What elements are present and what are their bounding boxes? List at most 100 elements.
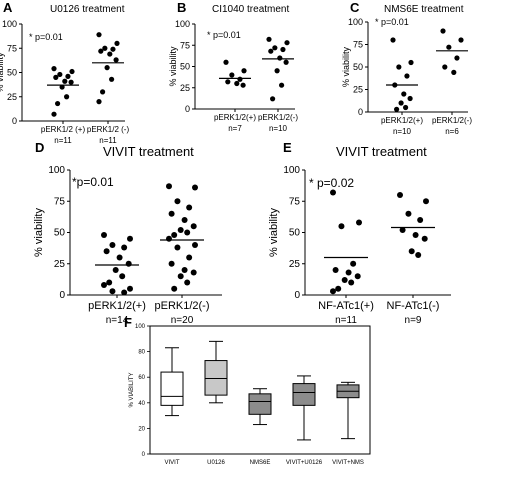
n-label: n=9 xyxy=(405,315,422,326)
data-point xyxy=(112,267,119,273)
y-axis-label: % viability xyxy=(0,52,5,93)
data-point xyxy=(64,94,70,100)
y-tick-label: 20 xyxy=(138,426,145,432)
panel-label: C xyxy=(350,0,360,15)
data-point xyxy=(403,104,409,111)
data-point xyxy=(110,46,116,52)
data-point xyxy=(345,269,352,276)
category-label: pERK1/2(-) xyxy=(258,113,298,122)
panel-title: U0126 treatment xyxy=(50,4,125,15)
data-point xyxy=(335,285,342,292)
data-point xyxy=(330,189,336,196)
y-tick-label: 0 xyxy=(142,452,146,458)
y-tick-label: 80 xyxy=(138,350,145,356)
y-tick-label: 75 xyxy=(353,40,363,50)
y-tick-label: 75 xyxy=(54,196,66,207)
data-point xyxy=(186,204,193,211)
category-label: pERK1/2(+) xyxy=(381,116,423,125)
data-point xyxy=(417,217,424,223)
data-point xyxy=(283,59,289,65)
data-point xyxy=(125,260,132,267)
y-tick-label: 50 xyxy=(7,68,17,78)
data-point xyxy=(350,260,357,267)
category-label: U0126 xyxy=(207,460,225,466)
data-point xyxy=(51,111,57,117)
category-label: pERK1/2(+) xyxy=(88,300,146,312)
data-point xyxy=(69,68,75,75)
data-point xyxy=(458,37,464,43)
panel-title: VIVIT treatment xyxy=(336,144,427,159)
data-point xyxy=(225,79,231,85)
data-point xyxy=(181,267,188,273)
data-point xyxy=(96,32,102,38)
data-point xyxy=(237,76,243,82)
p-value-annotation: *p=0.01 xyxy=(72,175,114,189)
data-point xyxy=(272,45,278,51)
y-tick-label: 25 xyxy=(289,259,301,270)
p-value-annotation: * p=0.01 xyxy=(207,30,241,40)
n-label: n=7 xyxy=(228,124,242,133)
data-point xyxy=(168,260,175,267)
data-point xyxy=(119,273,126,280)
data-point xyxy=(268,48,274,54)
category-label: VIVIT+U0126 xyxy=(286,460,323,466)
panel-label: A xyxy=(3,0,13,15)
y-axis-label: % VIABILITY xyxy=(129,372,135,407)
panel-label: E xyxy=(283,140,292,155)
y-tick-label: 100 xyxy=(175,19,190,29)
y-tick-label: 50 xyxy=(353,62,363,72)
panel-e: E VIVIT treatment 0 25 50 75 100 % viability * p… xyxy=(268,140,451,326)
n-label: n=11 xyxy=(335,315,357,326)
data-point xyxy=(399,227,406,233)
y-tick-label: 0 xyxy=(185,104,190,114)
n-label: n=10 xyxy=(393,127,412,136)
data-point xyxy=(181,217,188,223)
y-tick-label: 75 xyxy=(7,43,17,53)
data-point xyxy=(341,277,348,283)
p-value-annotation: * p=0.02 xyxy=(309,176,354,190)
y-tick-label: 100 xyxy=(135,324,146,330)
data-point xyxy=(356,219,362,226)
y-tick-label: 75 xyxy=(289,196,301,207)
data-point xyxy=(241,68,247,74)
panel-a: A U0126 treatment 0 25 50 75 100 % viability * p… xyxy=(0,0,129,145)
data-point xyxy=(277,55,283,61)
box xyxy=(292,383,316,406)
data-point xyxy=(397,192,403,198)
y-axis-label: % viability xyxy=(33,208,45,257)
data-point xyxy=(396,64,402,70)
data-point xyxy=(116,254,123,261)
y-tick-label: 100 xyxy=(2,19,17,29)
data-point xyxy=(408,248,415,255)
data-point xyxy=(121,244,128,251)
panel-c: C NMS6E treatment 0 25 50 75 100 % viability * p… xyxy=(341,0,472,136)
data-point xyxy=(442,64,448,70)
category-label: pERK1/2 (+) xyxy=(41,125,86,134)
data-point xyxy=(446,44,452,50)
data-point xyxy=(65,73,71,79)
data-point xyxy=(266,36,272,42)
data-point xyxy=(171,285,178,292)
y-tick-label: 25 xyxy=(180,83,190,93)
data-point xyxy=(394,106,400,112)
panel-title: NMS6E treatment xyxy=(384,4,464,15)
y-tick-label: 0 xyxy=(59,290,65,301)
y-tick-label: 25 xyxy=(353,85,363,95)
category-label: NF-ATc1(+) xyxy=(318,300,374,312)
panel-b: B CI1040 treatment 0 25 50 75 100 % viability * … xyxy=(168,0,298,133)
y-axis-label: % viability xyxy=(341,46,351,87)
data-point xyxy=(190,269,197,276)
data-point xyxy=(415,252,422,258)
data-point xyxy=(127,285,133,292)
data-point xyxy=(332,267,339,273)
data-point xyxy=(223,59,229,65)
data-point xyxy=(280,46,286,53)
data-point xyxy=(57,71,63,78)
data-point xyxy=(51,66,57,72)
data-point xyxy=(96,99,102,105)
panel-title: CI1040 treatment xyxy=(212,4,289,15)
y-axis-label: % viability xyxy=(168,46,178,87)
category-label: NMS6E xyxy=(250,460,271,466)
panel-label: D xyxy=(35,140,44,155)
